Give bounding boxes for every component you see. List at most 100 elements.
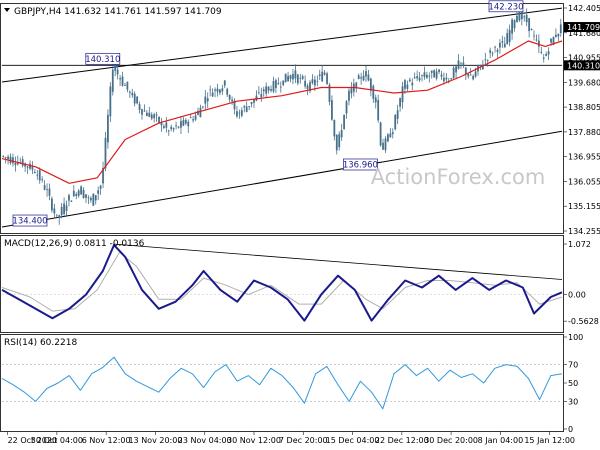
candle-body	[48, 188, 51, 196]
candle-body	[491, 52, 494, 54]
candle-body	[265, 86, 268, 94]
candle-body	[231, 99, 233, 102]
candle-body	[326, 73, 328, 84]
candle-body	[362, 75, 365, 81]
x-tick-label: 30 Dec 20:00	[424, 436, 478, 445]
candle-body	[160, 121, 163, 126]
candle-body	[416, 76, 419, 79]
candle-body	[260, 93, 263, 98]
candle-body	[12, 157, 14, 164]
candle-body	[223, 80, 226, 86]
candle-body	[360, 77, 363, 79]
watermark: ActionForex.com	[371, 165, 546, 189]
y-tick-label: 0.00	[568, 291, 586, 300]
candle-body	[109, 86, 112, 117]
candle-body	[311, 79, 314, 84]
candle-body	[85, 194, 87, 198]
candle-body	[75, 194, 78, 196]
candle-body	[31, 166, 34, 170]
y-tick-label: 0	[568, 425, 573, 434]
candle-body	[523, 16, 526, 18]
candle-body	[257, 92, 260, 94]
candle-body	[384, 138, 387, 151]
candle-body	[460, 62, 462, 64]
candle-body	[158, 116, 160, 123]
candle-body	[545, 54, 548, 56]
candle-body	[216, 88, 219, 92]
candle-body	[518, 10, 521, 21]
candle-body	[199, 107, 202, 118]
candle-body	[143, 110, 146, 112]
candle-body	[501, 41, 504, 43]
annotation-box	[12, 214, 48, 227]
candle-body	[155, 114, 158, 116]
x-tick-label: 22 Dec 12:00	[375, 436, 429, 445]
price-panel-title: GBPJPY,H4 141.632 141.761 141.597 141.70…	[14, 7, 222, 17]
annotation-box	[488, 0, 524, 13]
candle-body	[299, 78, 302, 79]
candle-body	[102, 167, 104, 184]
candle-body	[472, 76, 475, 80]
candle-body	[440, 74, 443, 77]
candle-body	[150, 114, 153, 119]
candle-body	[369, 78, 372, 91]
candle-body	[68, 195, 70, 201]
macd-signal-line	[1, 251, 563, 312]
candle-body	[382, 142, 384, 150]
y-tick-label: 140.955	[568, 54, 600, 63]
candle-body	[63, 203, 65, 215]
candle-body	[350, 88, 353, 94]
candle-body	[72, 190, 75, 196]
candle-body	[309, 82, 311, 92]
candle-body	[43, 185, 46, 190]
candle-body	[214, 89, 216, 91]
y-tick-label: 70	[568, 361, 578, 370]
level-value-label: 140.310	[567, 61, 600, 70]
candle-body	[331, 100, 333, 120]
candle-body	[421, 75, 423, 76]
current-price-box	[564, 22, 600, 33]
candle-body	[345, 101, 348, 114]
x-tick-label: 6 Nov 12:00	[82, 436, 131, 445]
candle-body	[533, 35, 535, 37]
candle-body	[55, 214, 58, 216]
candle-body	[455, 66, 457, 73]
candle-body	[481, 64, 484, 70]
candle-body	[516, 15, 518, 23]
candle-body	[153, 114, 156, 119]
x-tick-label: 15 Jan 12:00	[524, 436, 575, 445]
candle-body	[177, 126, 180, 128]
candle-body	[396, 110, 399, 119]
dropdown-arrow-icon[interactable]	[4, 8, 10, 12]
candle-body	[294, 70, 297, 79]
candle-body	[148, 112, 151, 117]
candle-body	[530, 29, 533, 31]
candle-body	[53, 208, 56, 214]
candle-body	[289, 75, 292, 80]
candle-body	[219, 89, 221, 93]
candle-body	[92, 193, 95, 206]
candle-body	[270, 89, 272, 91]
candle-body	[51, 198, 53, 211]
candle-body	[189, 117, 192, 119]
y-tick-label: 137.880	[568, 128, 600, 137]
candle-body	[145, 112, 148, 116]
candle-body	[372, 85, 375, 99]
candle-body	[550, 38, 552, 43]
candle-body	[206, 98, 209, 102]
y-tick-label: 136.055	[568, 177, 600, 186]
candle-body	[170, 126, 173, 130]
annotation-box	[85, 52, 121, 65]
x-tick-label: 7 Dec 20:00	[279, 436, 328, 445]
candle-body	[77, 190, 80, 196]
candle-body	[99, 185, 102, 189]
candle-body	[165, 122, 168, 128]
candle-body	[26, 166, 29, 168]
candle-body	[7, 156, 9, 160]
y-tick-label: 141.680	[568, 29, 600, 38]
candle-body	[474, 71, 477, 77]
candle-body	[425, 74, 428, 78]
candle-body	[36, 174, 39, 176]
candle-body	[114, 64, 117, 71]
candle-body	[233, 100, 236, 110]
